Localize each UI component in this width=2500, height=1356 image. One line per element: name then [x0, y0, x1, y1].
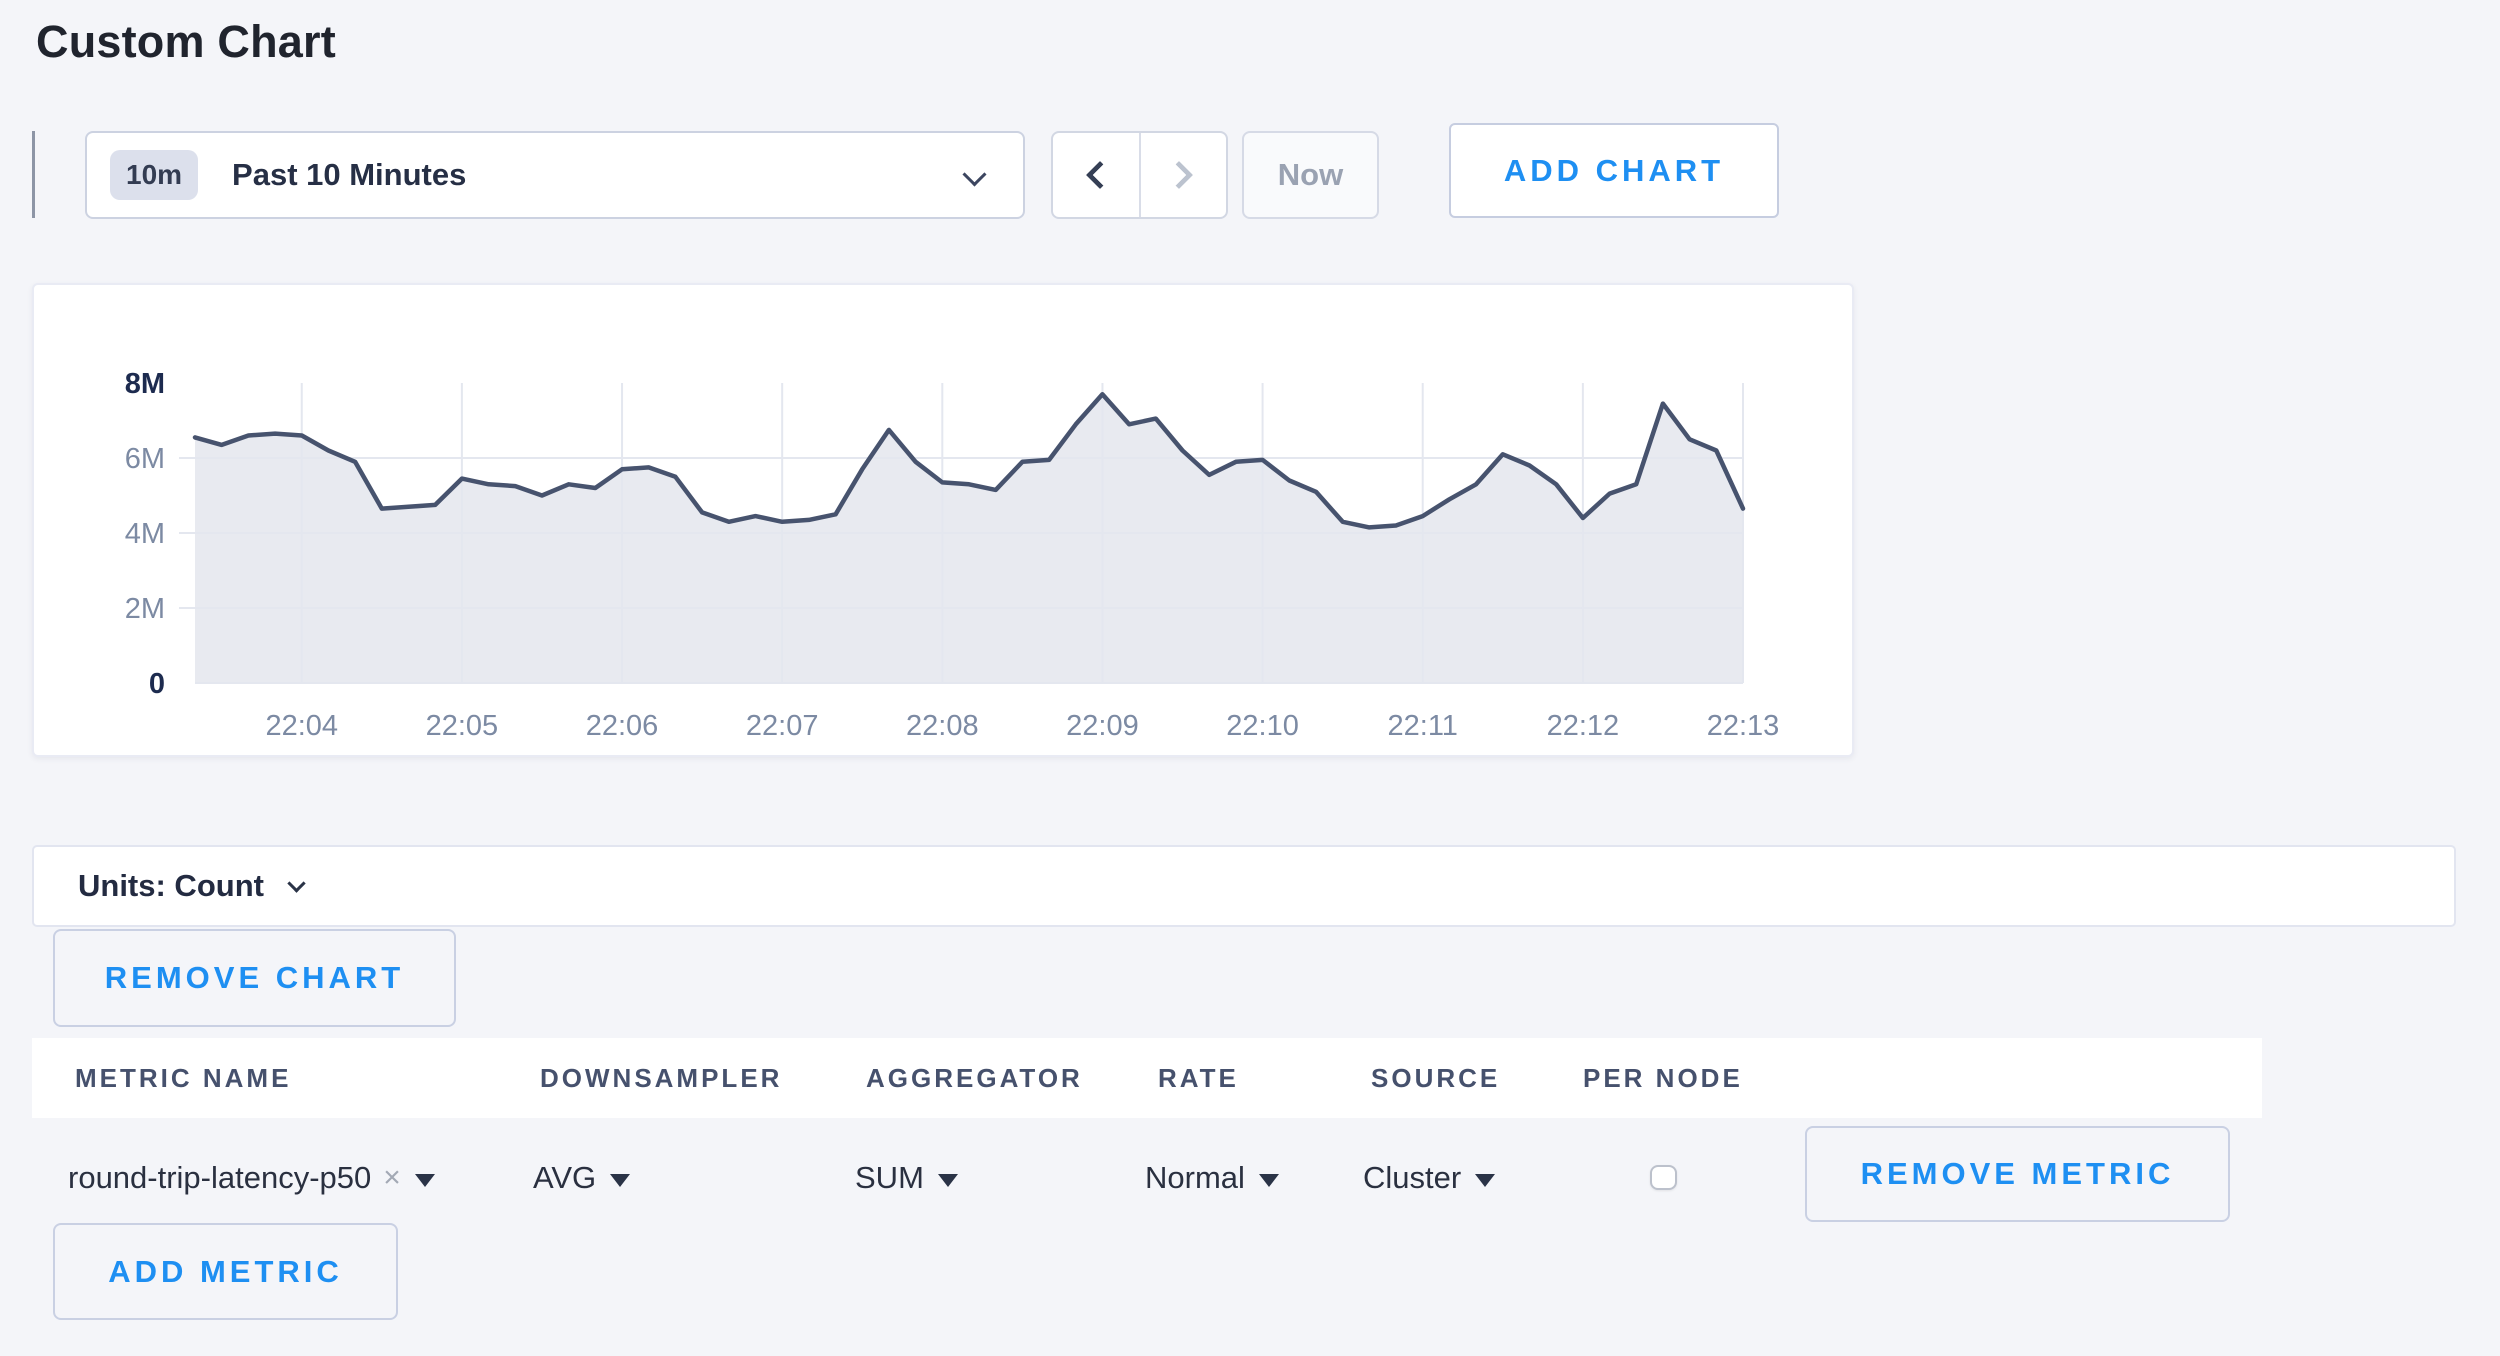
remove-chart-button[interactable]: REMOVE CHART	[53, 929, 456, 1027]
chart-area-fill	[195, 394, 1743, 683]
column-header-aggregator: AGGREGATOR	[866, 1063, 1083, 1093]
y-tick-label: 6M	[125, 443, 165, 475]
time-selector-divider	[32, 131, 35, 218]
time-range-dropdown[interactable]: 10m Past 10 Minutes	[85, 131, 1025, 219]
chevron-left-icon	[1085, 160, 1114, 190]
chevron-right-icon	[1165, 160, 1194, 190]
x-tick-label: 22:12	[1547, 710, 1620, 742]
x-tick-label: 22:05	[426, 710, 499, 742]
x-tick-label: 22:08	[906, 710, 979, 742]
timeseries-area-chart[interactable]: 0 2M 4M 6M 8M 22:04 22:05 22:06 22:07 22:08 22:09 2…	[34, 285, 1852, 755]
column-header-source: SOURCE	[1371, 1063, 1501, 1093]
time-range-badge: 10m	[110, 150, 199, 200]
column-header-metric-name: METRIC NAME	[75, 1063, 292, 1093]
add-metric-button[interactable]: ADD METRIC	[53, 1223, 398, 1320]
aggregator-dropdown[interactable]: SUM	[855, 1118, 958, 1238]
aggregator-value: SUM	[855, 1160, 924, 1195]
x-tick-label: 22:04	[265, 710, 338, 742]
dropdown-caret-icon	[937, 1173, 958, 1187]
chevron-down-icon	[962, 162, 987, 187]
downsampler-dropdown[interactable]: AVG	[533, 1118, 631, 1238]
dropdown-caret-icon	[1475, 1173, 1496, 1187]
metrics-table-header: METRIC NAME DOWNSAMPLER AGGREGATOR RATE …	[32, 1038, 2262, 1118]
time-pager-group	[1051, 131, 1228, 219]
chevron-down-icon	[287, 873, 306, 893]
dropdown-caret-icon	[610, 1173, 631, 1187]
x-tick-label: 22:09	[1066, 710, 1139, 742]
units-label: Units: Count	[78, 868, 264, 903]
add-chart-button[interactable]: ADD CHART	[1449, 123, 1779, 218]
dropdown-caret-icon	[1258, 1173, 1279, 1187]
rate-value: Normal	[1145, 1160, 1245, 1195]
y-tick-label: 2M	[125, 593, 165, 625]
remove-metric-button[interactable]: REMOVE METRIC	[1805, 1126, 2230, 1222]
now-button[interactable]: Now	[1242, 131, 1379, 219]
metric-name-dropdown[interactable]: round-trip-latency-p50 ×	[68, 1118, 435, 1238]
column-header-rate: RATE	[1158, 1063, 1239, 1093]
downsampler-value: AVG	[533, 1160, 597, 1195]
chart-line	[192, 392, 1746, 530]
y-tick-label: 0	[149, 668, 165, 700]
dropdown-caret-icon	[414, 1173, 435, 1187]
clear-metric-icon[interactable]: ×	[383, 1161, 401, 1194]
x-tick-label: 22:07	[746, 710, 819, 742]
next-timespan-button[interactable]	[1138, 133, 1227, 217]
x-tick-label: 22:10	[1226, 710, 1299, 742]
y-tick-label: 4M	[125, 518, 165, 550]
units-dropdown[interactable]: Units: Count	[32, 845, 2456, 927]
metric-name-value: round-trip-latency-p50	[68, 1160, 372, 1195]
source-dropdown[interactable]: Cluster	[1363, 1118, 1496, 1238]
rate-dropdown[interactable]: Normal	[1145, 1118, 1279, 1238]
x-tick-label: 22:06	[586, 710, 659, 742]
per-node-checkbox[interactable]	[1650, 1165, 1677, 1190]
x-tick-label: 22:13	[1707, 710, 1780, 742]
chart-card: 0 2M 4M 6M 8M 22:04 22:05 22:06 22:07 22:08 22:09 2…	[32, 283, 1854, 757]
y-tick-label: 8M	[125, 368, 165, 400]
page-title: Custom Chart	[36, 16, 336, 67]
time-range-label: Past 10 Minutes	[232, 157, 467, 192]
metric-row: round-trip-latency-p50 × AVG SUM Normal …	[0, 1118, 2500, 1238]
source-value: Cluster	[1363, 1160, 1462, 1195]
column-header-per-node: PER NODE	[1583, 1063, 1743, 1093]
x-tick-label: 22:11	[1388, 710, 1458, 742]
column-header-downsampler: DOWNSAMPLER	[540, 1063, 783, 1093]
prev-timespan-button[interactable]	[1053, 133, 1139, 217]
